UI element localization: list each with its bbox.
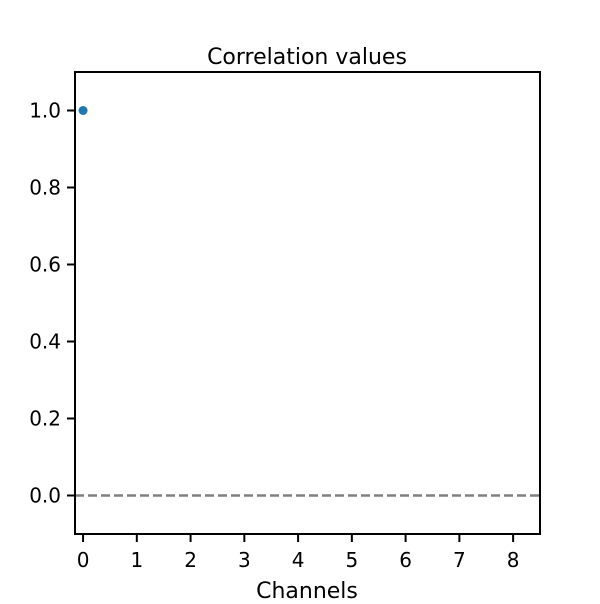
data-points-layer xyxy=(78,106,88,115)
x-tick-label: 4 xyxy=(292,548,305,572)
data-point xyxy=(78,106,88,115)
x-tick-label: 3 xyxy=(238,548,251,572)
y-tick-label: 0.4 xyxy=(29,330,61,354)
y-axis-ticks: 0.0 0.2 0.4 0.6 0.8 1.0 xyxy=(29,99,75,508)
y-tick-label: 0.6 xyxy=(29,253,61,277)
y-tick-label: 1.0 xyxy=(29,99,61,123)
x-tick-label: 7 xyxy=(453,548,466,572)
x-tick-label: 5 xyxy=(345,548,358,572)
x-tick-label: 2 xyxy=(184,548,197,572)
plot-frame xyxy=(74,71,541,535)
x-tick-label: 6 xyxy=(399,548,412,572)
y-tick-label: 0.2 xyxy=(29,407,61,431)
x-tick-label: 0 xyxy=(77,548,90,572)
x-tick-label: 1 xyxy=(130,548,143,572)
chart-title: Correlation values xyxy=(207,45,407,70)
x-axis-ticks: 0 1 2 3 4 5 6 7 8 xyxy=(77,534,520,572)
x-tick-label: 8 xyxy=(507,548,520,572)
x-axis-label: Channels xyxy=(256,579,358,600)
y-tick-label: 0.8 xyxy=(29,176,61,200)
y-tick-label: 0.0 xyxy=(29,484,61,508)
